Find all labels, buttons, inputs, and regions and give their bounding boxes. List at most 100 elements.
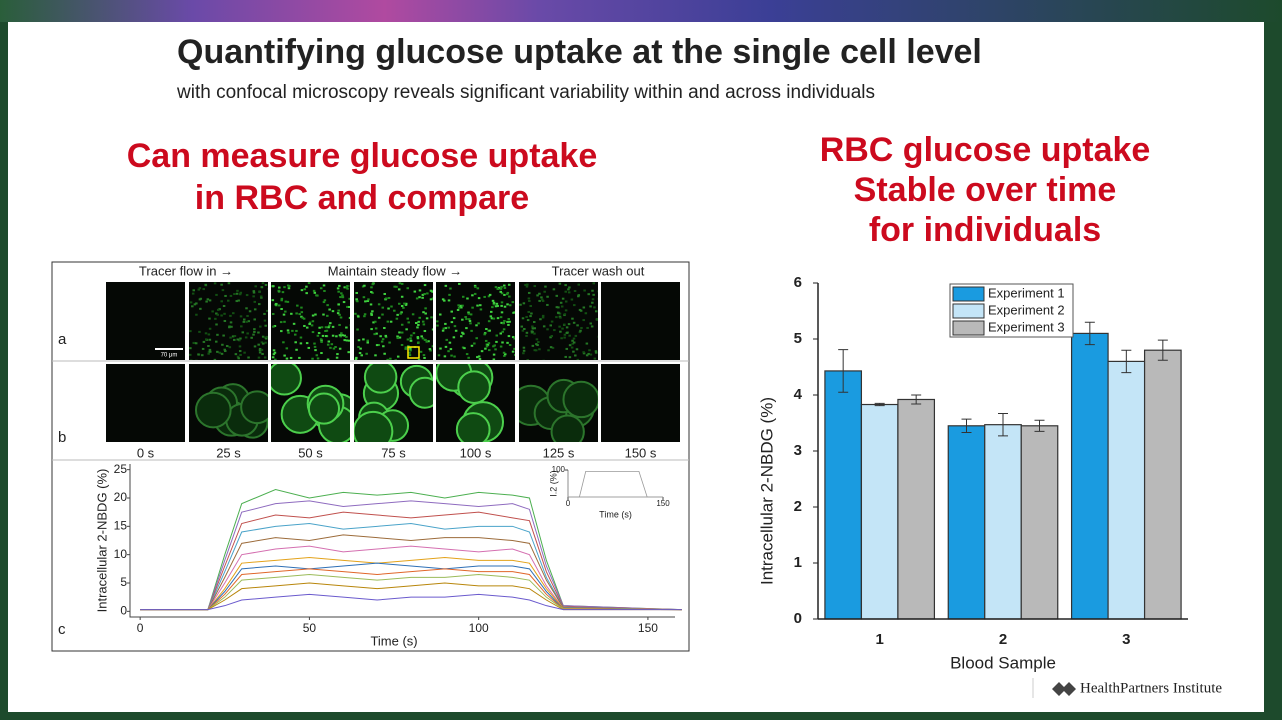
speckle: [202, 288, 205, 291]
speckle: [416, 342, 420, 345]
speckle: [473, 342, 476, 345]
speckle: [248, 310, 252, 313]
speckle: [271, 312, 275, 315]
speckle: [319, 287, 323, 290]
speckle: [312, 289, 316, 292]
row-labels: a b c: [58, 331, 67, 638]
speckle: [285, 347, 289, 350]
speckle: [273, 325, 277, 328]
speckle: [341, 334, 344, 337]
column-label: Maintain steady flow →: [328, 263, 462, 278]
speckle: [579, 329, 582, 332]
speckle: [328, 324, 331, 327]
speckle: [461, 331, 464, 334]
speckle: [574, 334, 578, 337]
speckle: [514, 353, 515, 356]
speckle: [370, 286, 373, 289]
error-bar: [911, 394, 922, 405]
error-bar: [874, 402, 885, 407]
error-bar: [1034, 419, 1045, 432]
legend-label: Experiment 1: [988, 285, 1065, 300]
x-tick-label: 3: [1122, 631, 1130, 648]
speckle: [226, 299, 230, 302]
speckle: [508, 304, 512, 307]
speckle: [567, 288, 570, 291]
speckle: [363, 315, 366, 318]
speckle: [239, 291, 243, 294]
speckle: [299, 342, 303, 345]
speckle: [580, 326, 583, 329]
speckle: [273, 351, 277, 354]
speckle: [305, 326, 309, 329]
speckle: [233, 293, 236, 296]
y-axis-label: Intracellular 2-NBDG (%): [757, 397, 776, 585]
speckle: [236, 355, 240, 358]
speckle: [494, 348, 497, 351]
speckle: [488, 329, 491, 332]
micrograph: [354, 282, 433, 360]
y-tick-label: 3: [794, 442, 802, 459]
line: [140, 562, 682, 611]
speckle: [431, 290, 433, 293]
speckle: [326, 343, 330, 346]
speckle: [497, 286, 501, 289]
x-tick-label: 50: [303, 621, 317, 635]
speckle: [366, 339, 369, 342]
speckle: [223, 312, 226, 315]
y-tick-label: 5: [120, 575, 127, 589]
speckle: [189, 353, 192, 356]
speckle: [483, 333, 486, 336]
speckle: [232, 312, 235, 315]
speckle: [218, 308, 221, 311]
speckle: [386, 358, 389, 360]
micrograph-content: [354, 364, 433, 442]
speckle: [444, 345, 448, 348]
speckle: [337, 303, 340, 306]
speckle: [503, 354, 506, 357]
speckle: [229, 314, 232, 317]
speckle: [499, 345, 503, 348]
speckle: [293, 333, 297, 336]
speckle: [257, 343, 260, 346]
speckle: [246, 332, 249, 335]
speckle: [421, 320, 425, 323]
speckle: [189, 359, 193, 360]
speckle: [400, 331, 404, 334]
speckle: [524, 283, 527, 286]
speckle: [315, 354, 319, 357]
speckle: [492, 358, 496, 360]
speckle: [470, 329, 473, 332]
speckle: [506, 341, 509, 344]
scale-bar-label: 70 μm: [161, 353, 178, 359]
line: [140, 488, 682, 611]
speckle: [443, 299, 446, 302]
speckle: [484, 339, 488, 342]
speckle: [507, 318, 510, 321]
time-label: 50 s: [298, 445, 323, 460]
speckle: [263, 319, 267, 322]
speckle: [238, 339, 241, 342]
speckle: [471, 294, 474, 297]
speckle: [526, 319, 530, 322]
speckle: [398, 331, 401, 334]
speckle: [208, 327, 212, 330]
speckle: [503, 284, 506, 287]
speckle: [450, 354, 453, 357]
speckle: [191, 305, 194, 308]
speckle: [444, 327, 447, 330]
speckle: [544, 285, 547, 288]
speckle: [536, 344, 539, 347]
speckle: [229, 336, 232, 339]
speckle: [345, 286, 348, 289]
speckle: [496, 317, 500, 320]
speckle: [560, 337, 563, 340]
speckle: [568, 286, 571, 289]
micrograph-content: [519, 378, 598, 442]
speckle: [484, 347, 487, 350]
speckle: [521, 317, 525, 320]
speckle: [572, 341, 576, 344]
speckle: [546, 295, 549, 298]
speckle: [318, 326, 321, 329]
